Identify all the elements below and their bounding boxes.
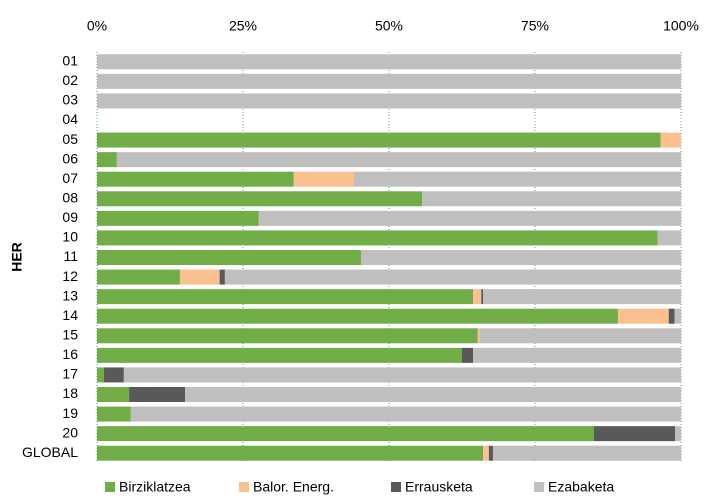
bar-segment xyxy=(97,406,131,422)
bar-segment xyxy=(668,308,675,324)
bar-segment xyxy=(97,328,478,344)
bar-segment xyxy=(675,426,681,442)
legend-swatch xyxy=(391,482,401,492)
legend-label: Errausketa xyxy=(405,479,473,495)
bar-segment xyxy=(97,93,681,109)
bar-segment xyxy=(422,191,681,207)
x-tick-label: 25% xyxy=(229,18,257,34)
bar-segment xyxy=(97,289,474,305)
y-tick-label: 10 xyxy=(62,229,78,245)
bar-segment xyxy=(97,230,658,246)
y-tick-label: 13 xyxy=(62,287,78,303)
bar-segment xyxy=(479,328,681,344)
bar-segment xyxy=(617,308,669,324)
x-tick-label: 50% xyxy=(375,18,403,34)
y-tick-label: 14 xyxy=(62,307,78,323)
legend-label: Ezabaketa xyxy=(548,479,614,495)
y-tick-label: 08 xyxy=(62,189,78,205)
x-tick-label: 0% xyxy=(87,18,107,34)
x-tick-label: 75% xyxy=(521,18,549,34)
bar-segment xyxy=(179,269,220,285)
y-axis-label: HER xyxy=(9,242,25,272)
bar-segment xyxy=(97,250,361,265)
bar-segment xyxy=(123,367,681,383)
legend-label: Balor. Energ. xyxy=(253,479,334,495)
bar-segment xyxy=(97,426,594,442)
y-tick-label: 04 xyxy=(62,111,78,127)
bar-segment xyxy=(360,250,681,265)
bar-segment xyxy=(481,289,484,305)
y-tick-label: 09 xyxy=(62,209,78,225)
y-tick-label: 11 xyxy=(63,248,78,264)
bar-segment xyxy=(97,387,130,402)
y-tick-label: 16 xyxy=(62,346,78,362)
bar-segment xyxy=(97,367,105,383)
y-tick-label: GLOBAL xyxy=(22,444,78,460)
bar-segment xyxy=(488,445,493,461)
y-tick-label: 12 xyxy=(62,268,78,284)
x-tick-label: 100% xyxy=(663,18,699,34)
bar-segment xyxy=(224,269,681,285)
bar-segment xyxy=(130,406,681,422)
bar-segment xyxy=(293,171,354,187)
legend-label: Birziklatzea xyxy=(119,479,191,495)
bar-segment xyxy=(483,289,681,305)
bar-segment xyxy=(353,171,681,187)
bar-segment xyxy=(97,152,117,168)
y-tick-label: 06 xyxy=(62,150,78,166)
bar-segment xyxy=(97,269,180,285)
bar-segment xyxy=(97,191,423,207)
legend-swatch xyxy=(534,482,544,492)
bar-segment xyxy=(97,54,681,70)
bar-segment xyxy=(477,328,480,344)
y-tick-label: 03 xyxy=(62,92,78,108)
y-tick-label: 15 xyxy=(62,326,78,342)
bar-segment xyxy=(593,426,676,442)
y-tick-label: 07 xyxy=(62,170,78,186)
bar-segment xyxy=(657,230,681,246)
bar-segment xyxy=(97,347,462,363)
bar-segment xyxy=(129,387,186,402)
y-tick-label: 17 xyxy=(62,366,78,382)
bar-segment xyxy=(219,269,225,285)
bar-segment xyxy=(97,171,294,187)
bar-segment xyxy=(97,308,618,324)
bar-segment xyxy=(97,73,681,89)
y-tick-label: 20 xyxy=(62,424,78,440)
bar-segment xyxy=(116,152,681,168)
bar-segment xyxy=(97,445,484,461)
y-tick-label: 18 xyxy=(62,385,78,401)
bar-segment xyxy=(483,445,489,461)
y-tick-label: 05 xyxy=(62,131,78,147)
legend-swatch xyxy=(105,482,115,492)
bar-segment xyxy=(97,210,259,226)
bar-segment xyxy=(660,132,681,148)
bar-segment xyxy=(97,132,661,148)
bar-segment xyxy=(104,367,124,383)
bar-segment xyxy=(492,445,681,461)
bar-segment xyxy=(462,347,474,363)
y-tick-label: 01 xyxy=(62,52,78,68)
bar-segment xyxy=(674,308,681,324)
y-tick-label: 02 xyxy=(62,72,78,88)
bar-segment xyxy=(185,387,681,402)
legend-swatch xyxy=(239,482,249,492)
bar-segment xyxy=(473,289,482,305)
y-tick-label: 19 xyxy=(62,405,78,421)
bar-segment xyxy=(258,210,681,226)
bar-segment xyxy=(473,347,681,363)
